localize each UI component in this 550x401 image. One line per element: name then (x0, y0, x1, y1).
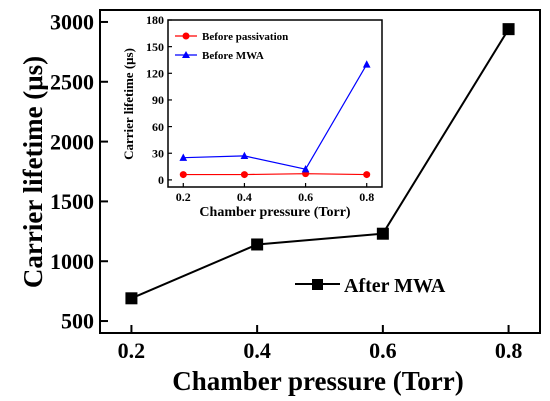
data-point-after-mwa (376, 227, 389, 240)
main-y-tick-label: 2500 (50, 69, 94, 94)
main-y-tick-label: 500 (61, 309, 94, 334)
data-point-before-passivation (179, 171, 187, 179)
data-point-after-mwa (125, 292, 138, 305)
series-line-after-mwa (131, 28, 510, 300)
inset-x-axis-label: Chamber pressure (Torr) (199, 205, 350, 220)
data-point-after-mwa (251, 238, 264, 251)
main-series (125, 23, 515, 305)
main-y-tick-label: 1000 (50, 249, 94, 274)
legend-marker-before-mwa (182, 51, 190, 58)
inset-y-ticks: 0 30 60 90 120 150 180 (146, 13, 172, 187)
inset-x-ticks: 0.2 0.4 0.6 0.8 (176, 183, 374, 204)
main-x-tick-label: 0.8 (495, 338, 523, 363)
main-y-tick-label: 1500 (50, 189, 94, 214)
main-x-axis-label: Chamber pressure (Torr) (172, 366, 464, 396)
main-x-tick-label: 0.2 (118, 338, 146, 363)
data-point-before-mwa (362, 60, 371, 68)
series-line-before-passivation (183, 173, 367, 176)
main-x-ticks: 0.2 0.4 0.6 0.8 (118, 325, 523, 363)
data-point-after-mwa (502, 23, 515, 36)
inset-legend: Before passivation Before MWA (175, 31, 288, 62)
data-point-before-passivation (363, 171, 371, 179)
main-y-tick-label: 2000 (50, 129, 94, 154)
legend-label-before-mwa: Before MWA (202, 50, 264, 62)
data-point-before-mwa (179, 153, 188, 161)
series-line-before-mwa (183, 64, 368, 170)
main-x-tick-label: 0.4 (243, 338, 271, 363)
legend-label-before-passivation: Before passivation (202, 31, 288, 43)
data-point-before-mwa (301, 165, 310, 173)
main-y-axis-label: Carrier lifetime (μs) (18, 56, 48, 288)
inset-y-tick-label: 30 (152, 146, 164, 160)
inset-y-tick-label: 150 (146, 40, 164, 54)
inset-chart: 0.2 0.4 0.6 0.8 0 30 60 90 120 150 180 Chamber pr… (121, 13, 383, 220)
data-point-before-mwa (240, 151, 249, 160)
legend-marker-before-passivation (182, 32, 190, 40)
inset-x-tick-label: 0.6 (298, 190, 313, 204)
main-y-tick-label: 3000 (50, 10, 94, 35)
main-plot-frame (99, 9, 541, 334)
main-x-tick-label: 0.6 (369, 338, 397, 363)
legend-label-after-mwa: After MWA (344, 275, 446, 297)
inset-y-tick-label: 90 (152, 93, 164, 107)
inset-x-tick-label: 0.8 (359, 190, 374, 204)
inset-plot-frame (167, 19, 383, 188)
inset-x-tick-label: 0.4 (237, 190, 252, 204)
data-point-before-passivation (240, 171, 248, 179)
inset-y-tick-label: 60 (152, 120, 164, 134)
main-y-ticks: 500 1000 1500 2000 2500 3000 (50, 10, 108, 334)
legend-marker-after-mwa (312, 279, 323, 290)
inset-y-tick-label: 120 (146, 66, 164, 80)
inset-x-tick-label: 0.2 (176, 190, 191, 204)
inset-y-axis-label: Carrier lifetime (μs) (121, 48, 136, 160)
inset-series (179, 60, 371, 179)
inset-y-tick-label: 0 (158, 173, 164, 187)
main-legend: After MWA (295, 275, 446, 297)
inset-y-tick-label: 180 (146, 13, 164, 27)
